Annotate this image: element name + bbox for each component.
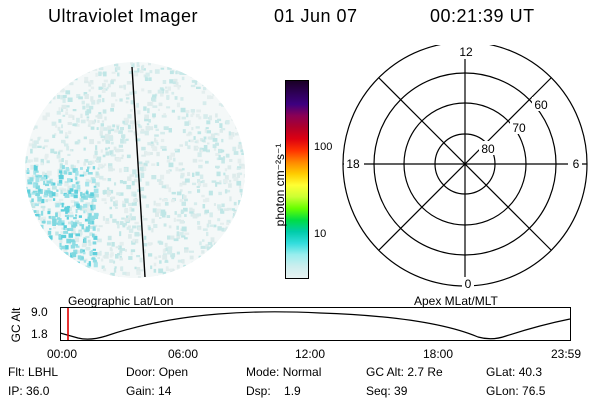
date-label: 01 Jun 07: [274, 6, 358, 26]
y-tick-1-8: 1.8: [31, 327, 48, 341]
x-tick-0600: 06:00: [168, 347, 199, 361]
info-dsp: Dsp: 1.9: [246, 384, 301, 398]
colorbar-tick-10: 10: [314, 228, 327, 240]
geographic-title: Geographic Lat/Lon: [68, 294, 174, 308]
mlt-label-6: 6: [573, 157, 580, 171]
mlt-label-18: 18: [346, 157, 360, 171]
info-flt: Flt: LBHL: [8, 365, 59, 379]
instrument-title: Ultraviolet Imager: [48, 6, 199, 26]
altitude-timeline: [60, 307, 571, 341]
gc-alt-axis-label: GC Alt: [9, 307, 23, 343]
x-tick-0000: 00:00: [47, 347, 78, 361]
colorbar-unit-label: photon cm⁻²s⁻¹: [273, 143, 287, 227]
x-tick-1800: 18:00: [423, 347, 454, 361]
colorbar: [285, 80, 309, 279]
lat-label-80: 80: [481, 142, 495, 156]
mlt-label-0: 0: [465, 277, 472, 291]
info-mode: Mode: Normal: [246, 365, 322, 379]
x-tick-2359: 23:59: [551, 347, 582, 361]
y-tick-9: 9.0: [31, 305, 48, 319]
info-seq: Seq: 39: [366, 384, 408, 398]
info-gc-alt: GC Alt: 2.7 Re: [366, 365, 443, 379]
info-door: Door: Open: [126, 365, 189, 379]
geographic-image: [25, 62, 245, 278]
timeline-frame: [60, 307, 571, 341]
time-label: 00:21:39 UT: [430, 6, 535, 26]
terminator-line: [131, 66, 146, 278]
lat-label-60: 60: [534, 98, 548, 112]
lat-label-70: 70: [512, 121, 526, 135]
info-glon: GLon: 76.5: [486, 384, 546, 398]
apex-title: Apex MLat/MLT: [414, 294, 498, 308]
info-ip: IP: 36.0: [8, 384, 50, 398]
mlt-label-12: 12: [459, 45, 473, 59]
x-tick-1200: 12:00: [295, 347, 326, 361]
polar-grid: 12 6 0 18 60 70 80: [342, 45, 588, 291]
meridian-diag-2: [378, 77, 552, 251]
altitude-curve: [60, 311, 571, 340]
info-gain: Gain: 14: [126, 384, 172, 398]
info-glat: GLat: 40.3: [486, 365, 543, 379]
colorbar-tick-100: 100: [314, 141, 333, 153]
colorbar-gradient: [286, 81, 308, 278]
